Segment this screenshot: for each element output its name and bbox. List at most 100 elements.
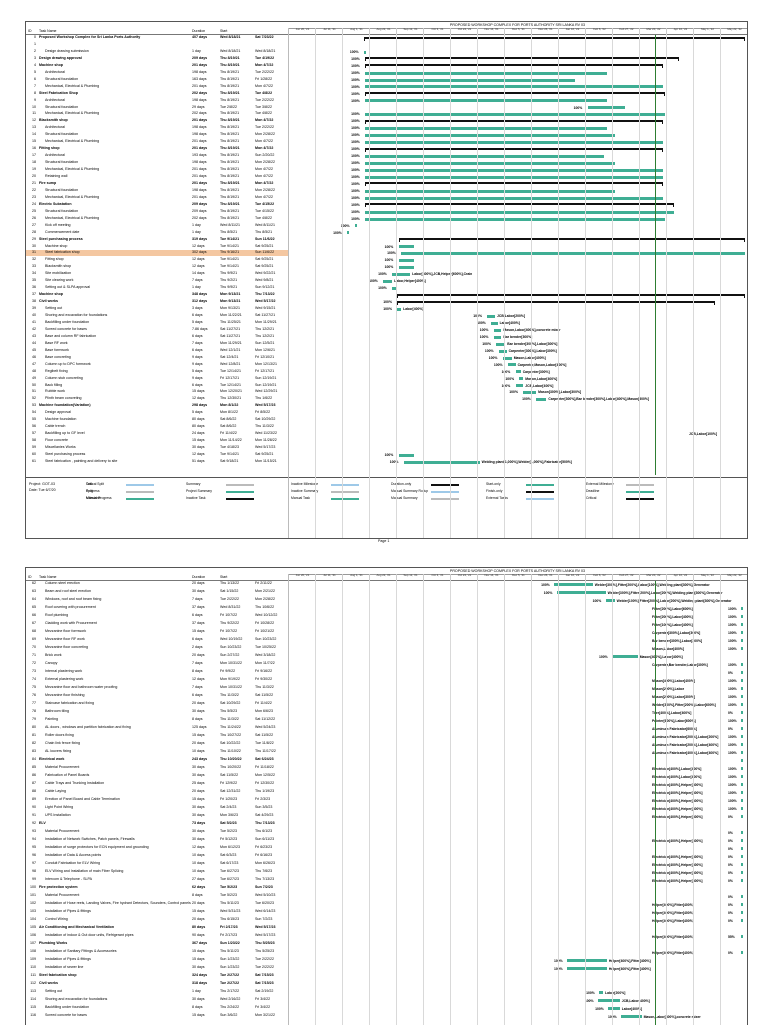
task-start: Fri 10/7/22 (220, 613, 238, 617)
task-start: Tue 2/27/22 (220, 981, 240, 985)
table-row: 74 External plastering work 12 days Mon 9/1… (26, 677, 288, 683)
task-name: Base concreting (45, 354, 71, 359)
task-duration: 198 days (192, 69, 207, 74)
task-name: Control Wiring (45, 917, 68, 921)
table-row: 5 Architectural 198 days Thu 8/19/21 Tue 2/2… (26, 70, 288, 76)
task-duration: 367 days (192, 941, 208, 945)
task-name: Civil works (39, 981, 58, 985)
task-start: Mon 11/22/21 (220, 313, 242, 317)
timeline-label: Dec 5, '21 (504, 28, 532, 34)
task-bar (365, 78, 575, 82)
task-finish: Thu 12/2/21 (255, 326, 275, 331)
task-start: Thu 9/16/21 (220, 250, 240, 255)
timeline-label: Apr 10, '22 (666, 574, 694, 580)
task-bar (741, 615, 743, 619)
task-finish: Sun 7/2/23 (255, 885, 273, 889)
task-bar (502, 356, 512, 360)
task-start: Thu 8/19/21 (220, 111, 240, 116)
percent-label: 0% (728, 950, 733, 955)
task-bar (536, 398, 547, 402)
task-name: Windows, roof and roof beam fixing (45, 597, 102, 601)
task-name: Steel Fabrication Shop (39, 90, 78, 95)
task-finish: Tue 3/8/22 (255, 104, 273, 109)
task-id: 92 (32, 821, 36, 825)
task-start: Thu 8/19/21 (220, 97, 240, 102)
task-bar (403, 460, 480, 464)
task-duration: 163 days (192, 76, 207, 81)
task-bar (741, 951, 743, 955)
resource-label: Painter[600%],Labor[600%] (652, 718, 696, 723)
resource-label: Mason,Labor[400%],concrete mixer (643, 1014, 701, 1019)
task-bar (365, 127, 607, 131)
task-name: Roof covering with procurement (45, 605, 96, 609)
legend-swatch (526, 497, 554, 500)
task-bar (401, 252, 745, 256)
task-finish: Mon 11/29/21 (255, 319, 277, 324)
legend-item: Deadline (586, 489, 600, 493)
task-bar (605, 599, 615, 603)
task-name: Site mobilization (45, 271, 72, 276)
timeline-label: Aug 22, '21 (369, 574, 397, 580)
task-start: Wed 8/18/21 (220, 35, 241, 39)
task-duration: 7 days (192, 685, 203, 689)
percent-label: 100% (509, 390, 518, 395)
resource-label: Mason[400%],Labor[400%] (652, 678, 695, 683)
task-id: 80 (32, 725, 36, 729)
task-duration: 24 days (192, 431, 205, 436)
task-bar (515, 370, 521, 374)
task-id: 18 (32, 160, 36, 165)
task-id: 54 (32, 410, 36, 415)
resource-label: Labor[400%] (499, 320, 520, 325)
task-id: 58 (32, 438, 36, 443)
task-finish: Mon 2/21/22 (255, 589, 275, 593)
task-bar (741, 767, 743, 771)
resource-label: Electrician[400%],Labor[400%] (652, 774, 702, 779)
task-name: Plinth beam concreting (45, 396, 82, 401)
task-name: Blacksmith shop (45, 264, 72, 269)
task-finish: Wed 8/18/21 (255, 48, 276, 53)
task-duration: 8 days (192, 717, 203, 721)
task-start: Sun 10/23/22 (220, 645, 242, 649)
task-name: Miscellanies Works (45, 445, 76, 450)
table-row: 52 Plinth beam concreting 12 days Thu 12/30… (26, 396, 288, 402)
task-duration: 201 days (192, 167, 207, 172)
timeline-gridline (396, 580, 397, 1025)
percent-label: 100% (351, 91, 360, 96)
timeline-gridline (612, 580, 613, 1025)
task-duration: 80 days (192, 417, 205, 422)
table-row: 64 Windows, roof and roof beam fixing 7 da… (26, 597, 288, 603)
table-row: 112 Civil works 318 days Tue 2/27/22 Sat 7/1… (26, 981, 288, 987)
task-name: Material Procurement (45, 829, 80, 833)
resource-label: Carpenter[300%],Bar bender[300%],Labor[4… (548, 397, 650, 402)
table-row: 67 Cladding work with Procurement 37 days T… (26, 621, 288, 627)
percent-label: 0% (728, 870, 733, 875)
task-id: 14 (32, 132, 36, 137)
task-duration: 312 days (192, 299, 208, 304)
table-row: 24 Electric Substation 209 days Thu 8/19/21… (26, 202, 288, 208)
task-bar (365, 168, 664, 172)
table-row: 47 Column up to DPC formwork 9 days Wed 12/… (26, 362, 288, 368)
task-name: Design drawing approval (39, 55, 82, 60)
resource-label: Carpenter,Bar bender,Labor[300%] (652, 662, 708, 667)
task-finish: Sat 7/15/23 (255, 981, 274, 985)
task-duration: 20 days (192, 701, 205, 705)
percent-label: 100% (378, 286, 387, 291)
resource-label: Carpenter[300%],Labor[300%] (508, 348, 557, 353)
task-finish: Mon 11/15/21 (255, 458, 277, 463)
timeline-label: Nov 14, '21 (477, 574, 505, 580)
resource-label: Aluminum Fabricator[600%] (652, 726, 698, 731)
task-start: Wed 2/16/22 (220, 997, 241, 1001)
task-name: Screed concrete for bases (45, 1013, 87, 1017)
legend-swatch (431, 483, 459, 486)
percent-label: 100% (728, 782, 737, 787)
task-start: Thu 11/10/22 (220, 749, 241, 753)
task-finish: Sat 7/23/22 (255, 35, 274, 39)
task-start: Fri 2/17/23 (220, 933, 238, 937)
task-finish: Wed 9/22/21 (255, 271, 276, 276)
task-finish: Sun 11/6/22 (255, 250, 275, 255)
timeline-gridline (666, 580, 667, 1025)
task-start: Thu 8/19/21 (220, 132, 240, 137)
timeline-label: Sep 12, '21 (396, 28, 424, 34)
task-name: Architectural (45, 69, 65, 74)
task-id: 49 (32, 375, 36, 380)
